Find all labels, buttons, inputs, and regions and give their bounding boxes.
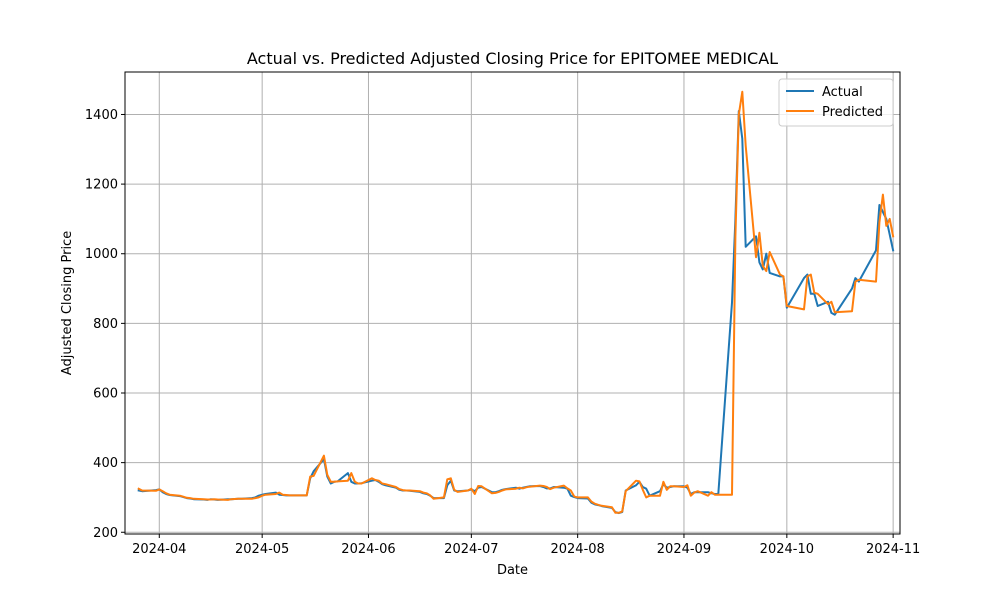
y-tick-label: 1400 bbox=[85, 108, 118, 123]
legend-label-actual: Actual bbox=[822, 85, 863, 100]
plot-area bbox=[125, 72, 900, 534]
x-tick-label: 2024-09 bbox=[657, 542, 711, 557]
x-tick-label: 2024-05 bbox=[235, 542, 289, 557]
x-axis-title: Date bbox=[497, 563, 528, 578]
x-tick-label: 2024-11 bbox=[866, 542, 920, 557]
y-tick-label: 800 bbox=[93, 317, 118, 332]
x-tick-label: 2024-10 bbox=[760, 542, 814, 557]
plot-frame bbox=[124, 71, 901, 535]
legend: Actual Predicted bbox=[778, 78, 894, 127]
legend-label-predicted: Predicted bbox=[822, 105, 883, 120]
y-gridlines bbox=[125, 113, 900, 533]
series-line-predicted bbox=[137, 90, 895, 514]
x-tick-label: 2024-07 bbox=[444, 542, 498, 557]
x-tick-label: 2024-06 bbox=[341, 542, 395, 557]
y-tick-label: 1200 bbox=[85, 178, 118, 193]
y-tick-label: 400 bbox=[93, 456, 118, 471]
x-axis-ticks: 2024-04 2024-05 2024-06 2024-07 2024-08 2024-… bbox=[132, 534, 920, 557]
series-lines bbox=[137, 90, 895, 515]
y-tick-label: 600 bbox=[93, 386, 118, 401]
y-tick-label: 1000 bbox=[85, 247, 118, 262]
x-tick-label: 2024-04 bbox=[132, 542, 186, 557]
x-tick-label: 2024-08 bbox=[550, 542, 604, 557]
y-axis-ticks: 200 400 600 800 1000 1200 1400 bbox=[85, 108, 125, 541]
y-tick-label: 200 bbox=[93, 526, 118, 541]
chart-title: Actual vs. Predicted Adjusted Closing Pr… bbox=[247, 49, 778, 68]
y-axis-title: Adjusted Closing Price bbox=[60, 231, 75, 375]
x-gridlines bbox=[158, 72, 894, 534]
